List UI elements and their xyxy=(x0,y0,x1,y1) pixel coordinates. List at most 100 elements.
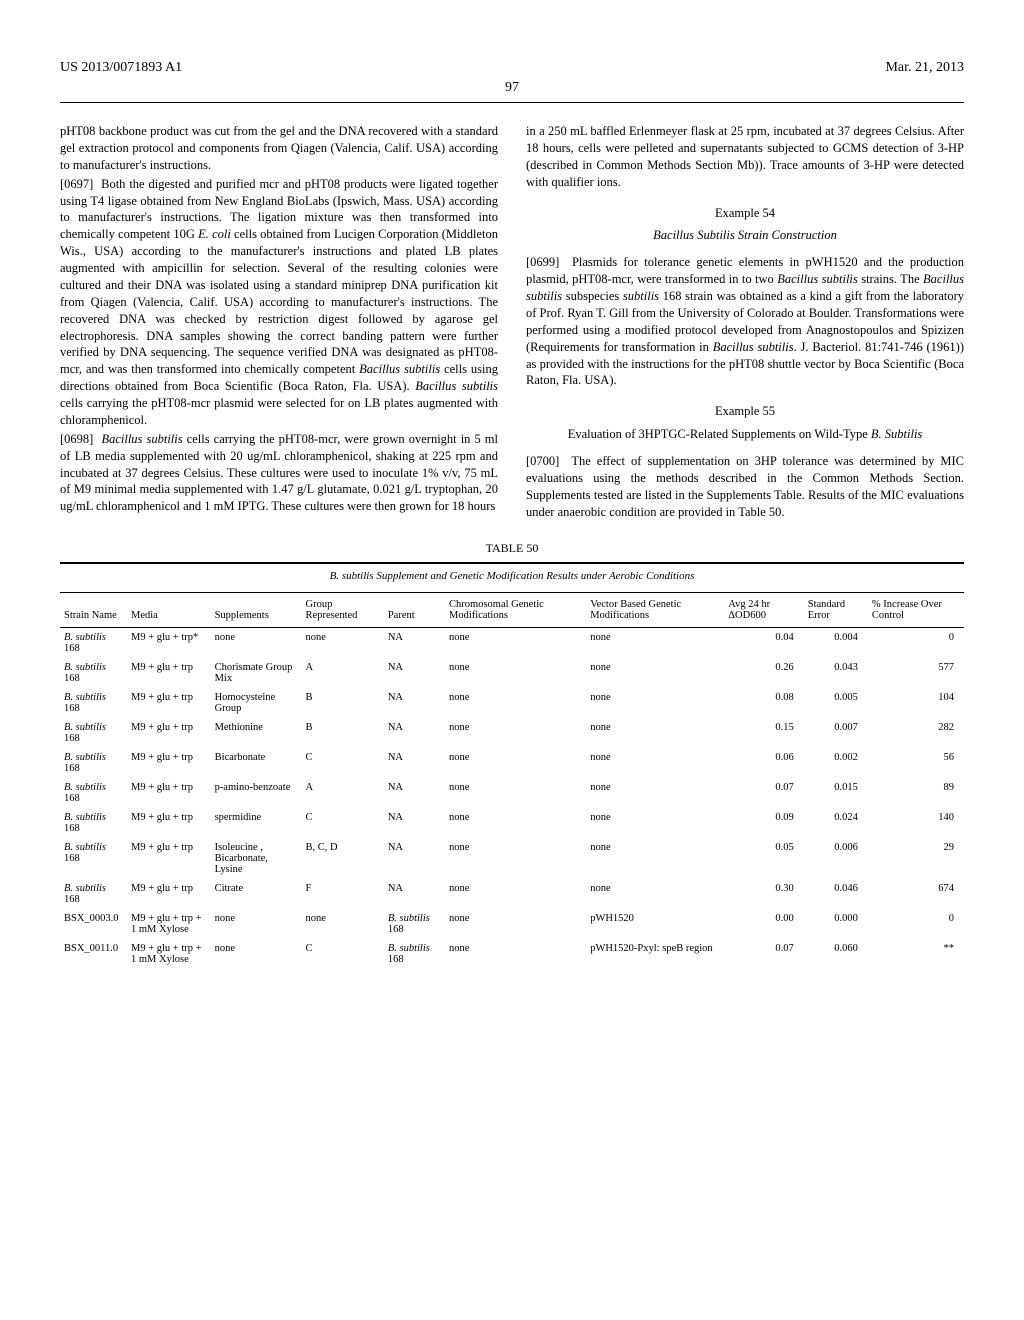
right-column: in a 250 mL baffled Erlenmeyer flask at … xyxy=(526,123,964,523)
cell-pct: 89 xyxy=(868,778,964,808)
cell-avg: 0.09 xyxy=(724,808,803,838)
cell-strain: BSX_0003.0 xyxy=(60,909,127,939)
cell-strain: B. subtilis 168 xyxy=(60,658,127,688)
table-row: B. subtilis 168M9 + glu + trp*nonenoneNA… xyxy=(60,627,964,658)
cell-pct: 0 xyxy=(868,627,964,658)
cell-media: M9 + glu + trp xyxy=(127,658,211,688)
para-0700-text: The effect of supplementation on 3HP tol… xyxy=(526,454,964,519)
table-row: B. subtilis 168M9 + glu + trpp-amino-ben… xyxy=(60,778,964,808)
table-header-row: Strain Name Media Supplements Group Repr… xyxy=(60,592,964,627)
cell-vector: none xyxy=(586,748,724,778)
cell-media: M9 + glu + trp xyxy=(127,838,211,879)
cell-parent: B. subtilis 168 xyxy=(384,939,445,969)
para-0698-text: Bacillus subtilis cells carrying the pHT… xyxy=(60,432,498,514)
cell-group: none xyxy=(302,909,384,939)
left-column: pHT08 backbone product was cut from the … xyxy=(60,123,498,523)
example-54-title: Bacillus Subtilis Strain Construction xyxy=(526,227,964,244)
cell-avg: 0.08 xyxy=(724,688,803,718)
cell-parent: NA xyxy=(384,808,445,838)
cell-group: C xyxy=(302,748,384,778)
cell-se: 0.015 xyxy=(804,778,868,808)
cell-supplements: none xyxy=(211,939,302,969)
col-se: Standard Error xyxy=(804,592,868,627)
cell-chrom: none xyxy=(445,909,586,939)
para-num-0697: [0697] xyxy=(60,177,93,191)
cell-group: C xyxy=(302,808,384,838)
cell-strain: B. subtilis 168 xyxy=(60,718,127,748)
cell-chrom: none xyxy=(445,748,586,778)
cell-avg: 0.26 xyxy=(724,658,803,688)
cell-media: M9 + glu + trp + 1 mM Xylose xyxy=(127,939,211,969)
cell-strain: B. subtilis 168 xyxy=(60,838,127,879)
publication-date: Mar. 21, 2013 xyxy=(885,60,964,76)
col-group: Group Represented xyxy=(302,592,384,627)
cell-pct: 0 xyxy=(868,909,964,939)
cell-pct: 104 xyxy=(868,688,964,718)
cell-supplements: Bicarbonate xyxy=(211,748,302,778)
cell-media: M9 + glu + trp xyxy=(127,718,211,748)
cell-se: 0.024 xyxy=(804,808,868,838)
cell-group: A xyxy=(302,658,384,688)
para-0697: [0697] Both the digested and purified mc… xyxy=(60,176,498,429)
cell-supplements: Chorismate Group Mix xyxy=(211,658,302,688)
cell-avg: 0.07 xyxy=(724,939,803,969)
page-number: 97 xyxy=(60,80,964,96)
cell-media: M9 + glu + trp xyxy=(127,748,211,778)
cell-pct: 674 xyxy=(868,879,964,909)
cell-supplements: Citrate xyxy=(211,879,302,909)
cell-strain: B. subtilis 168 xyxy=(60,808,127,838)
cell-se: 0.005 xyxy=(804,688,868,718)
cell-se: 0.043 xyxy=(804,658,868,688)
cell-media: M9 + glu + trp xyxy=(127,688,211,718)
cell-supplements: Homocysteine Group xyxy=(211,688,302,718)
cell-se: 0.007 xyxy=(804,718,868,748)
cell-chrom: none xyxy=(445,627,586,658)
cell-chrom: none xyxy=(445,778,586,808)
col-pct: % Increase Over Control xyxy=(868,592,964,627)
cell-pct: 577 xyxy=(868,658,964,688)
cell-chrom: none xyxy=(445,718,586,748)
cell-supplements: p-amino-benzoate xyxy=(211,778,302,808)
cell-vector: none xyxy=(586,718,724,748)
para-continuation: pHT08 backbone product was cut from the … xyxy=(60,123,498,174)
cell-se: 0.002 xyxy=(804,748,868,778)
col-media: Media xyxy=(127,592,211,627)
cell-parent: NA xyxy=(384,838,445,879)
cell-avg: 0.00 xyxy=(724,909,803,939)
col-avg: Avg 24 hr ΔOD600 xyxy=(724,592,803,627)
para-0699-text: Plasmids for tolerance genetic elements … xyxy=(526,255,964,387)
header-row: US 2013/0071893 A1 Mar. 21, 2013 xyxy=(60,60,964,76)
header-rule xyxy=(60,102,964,103)
table-title: B. subtilis Supplement and Genetic Modif… xyxy=(60,564,964,588)
cell-avg: 0.06 xyxy=(724,748,803,778)
cell-strain: B. subtilis 168 xyxy=(60,688,127,718)
col-chrom: Chromosomal Genetic Modifications xyxy=(445,592,586,627)
table-row: B. subtilis 168M9 + glu + trpChorismate … xyxy=(60,658,964,688)
cell-pct: 56 xyxy=(868,748,964,778)
cell-group: A xyxy=(302,778,384,808)
cell-media: M9 + glu + trp + 1 mM Xylose xyxy=(127,909,211,939)
cell-group: B xyxy=(302,688,384,718)
cell-parent: NA xyxy=(384,879,445,909)
cell-se: 0.004 xyxy=(804,627,868,658)
cell-vector: none xyxy=(586,658,724,688)
cell-parent: NA xyxy=(384,718,445,748)
cell-strain: B. subtilis 168 xyxy=(60,748,127,778)
cell-se: 0.006 xyxy=(804,838,868,879)
cell-vector: none xyxy=(586,778,724,808)
cell-pct: 140 xyxy=(868,808,964,838)
cell-chrom: none xyxy=(445,688,586,718)
cell-parent: NA xyxy=(384,778,445,808)
para-continuation-right: in a 250 mL baffled Erlenmeyer flask at … xyxy=(526,123,964,191)
col-vector: Vector Based Genetic Modifications xyxy=(586,592,724,627)
cell-avg: 0.07 xyxy=(724,778,803,808)
para-0699: [0699] Plasmids for tolerance genetic el… xyxy=(526,254,964,389)
cell-strain: B. subtilis 168 xyxy=(60,627,127,658)
cell-vector: none xyxy=(586,627,724,658)
cell-se: 0.046 xyxy=(804,879,868,909)
cell-supplements: none xyxy=(211,909,302,939)
publication-number: US 2013/0071893 A1 xyxy=(60,60,182,76)
cell-avg: 0.05 xyxy=(724,838,803,879)
cell-strain: B. subtilis 168 xyxy=(60,879,127,909)
cell-pct: 29 xyxy=(868,838,964,879)
